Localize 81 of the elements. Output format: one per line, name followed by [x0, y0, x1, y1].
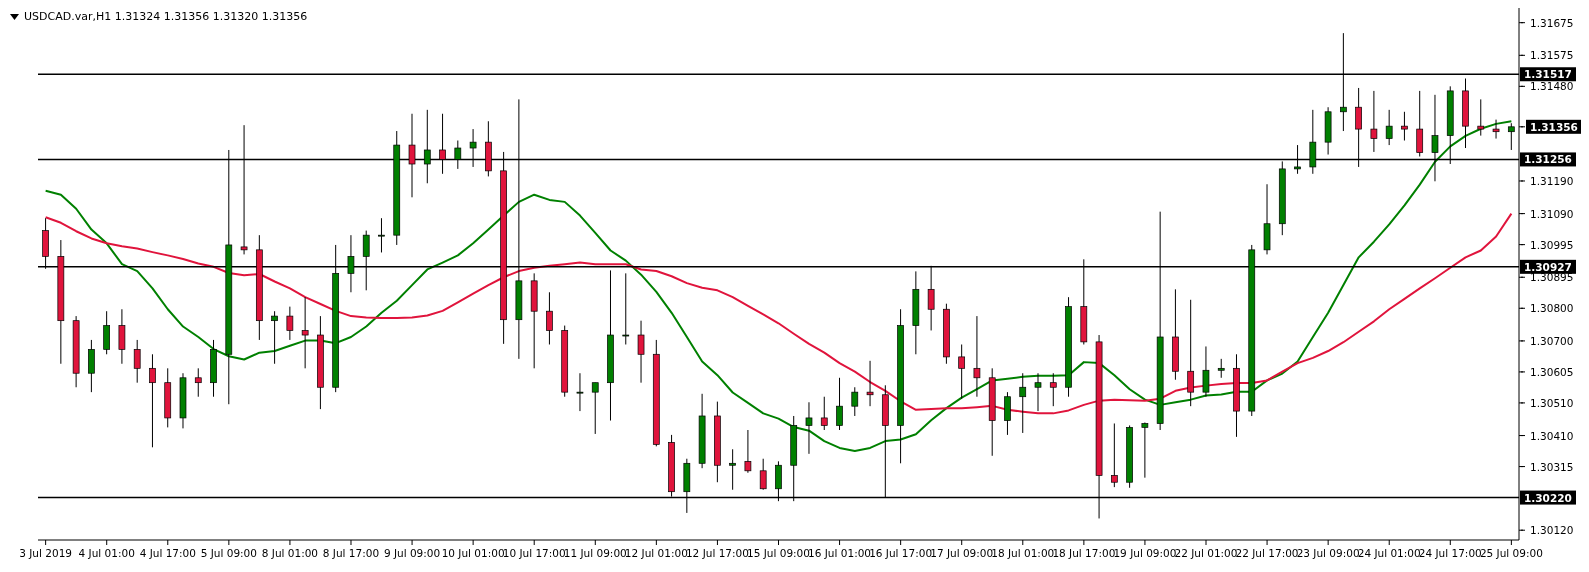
- candlestick: [1507, 122, 1515, 151]
- x-tick-label: 22 Jul 17:00: [1235, 547, 1299, 559]
- candlestick: [1217, 358, 1225, 379]
- x-tick-label: 22 Jul 01:00: [1174, 547, 1238, 559]
- x-tick-label: 24 Jul 17:00: [1418, 547, 1482, 559]
- y-tick-label: 1.31575: [1530, 49, 1574, 62]
- candlestick: [271, 310, 278, 365]
- candlestick: [1034, 372, 1042, 412]
- candlestick: [194, 367, 202, 398]
- candlestick: [1049, 372, 1057, 407]
- ref-line-label: 1.30220: [1524, 491, 1572, 504]
- candlestick: [286, 306, 294, 341]
- y-tick-label: 1.30410: [1530, 429, 1574, 442]
- candlestick: [591, 382, 599, 435]
- candlestick: [1202, 345, 1210, 398]
- x-tick-label: 4 Jul 01:00: [78, 547, 135, 559]
- x-tick-label: 18 Jul 01:00: [991, 547, 1055, 559]
- x-tick-label: 8 Jul 17:00: [322, 547, 380, 559]
- y-tick-label: 1.31356: [1530, 120, 1578, 133]
- candlestick: [133, 339, 141, 384]
- y-tick-label: 1.30605: [1530, 365, 1574, 378]
- y-tick-label: 1.31480: [1530, 80, 1574, 93]
- candlestick: [973, 315, 981, 398]
- candlestick: [1385, 109, 1393, 146]
- candlestick: [576, 372, 584, 412]
- x-tick-label: 16 Jul 17:00: [869, 547, 933, 559]
- ref-line-label: 1.31517: [1524, 68, 1572, 81]
- candlestick: [1004, 391, 1011, 436]
- x-tick-label: 17 Jul 09:00: [930, 547, 994, 559]
- x-tick-label: 8 Jul 01:00: [261, 547, 319, 559]
- candlestick: [1141, 422, 1149, 479]
- x-tick-label: 15 Jul 09:00: [747, 547, 810, 559]
- x-tick-label: 19 Jul 09:00: [1113, 547, 1177, 559]
- candlestick: [88, 339, 95, 393]
- candlestick: [1492, 119, 1500, 140]
- candlestick: [378, 217, 385, 253]
- candlestick: [1401, 111, 1408, 142]
- y-tick-label: 1.30510: [1530, 396, 1574, 409]
- candlestick: [836, 377, 843, 431]
- candlestick: [637, 320, 645, 384]
- y-tick-label: 1.30800: [1530, 302, 1574, 315]
- candlestick: [1477, 98, 1485, 137]
- x-tick-label: 24 Jul 01:00: [1357, 547, 1421, 559]
- x-tick-label: 9 Jul 09:00: [383, 547, 441, 559]
- x-tick-label: 3 Jul 2019: [19, 547, 73, 559]
- x-tick-label: 5 Jul 09:00: [200, 547, 257, 559]
- candlestick: [820, 396, 828, 431]
- y-tick-label: 1.31190: [1530, 174, 1574, 187]
- y-tick-label: 1.30120: [1530, 524, 1574, 537]
- ref-line-label: 1.31256: [1524, 153, 1572, 166]
- candlestick: [622, 272, 630, 345]
- candlestick: [546, 291, 553, 345]
- candlestick: [851, 386, 859, 417]
- candlestick: [1187, 299, 1195, 407]
- chart-title: USDCAD.var,H1 1.31324 1.31356 1.31320 1.31356: [24, 10, 308, 23]
- candlestick: [958, 344, 966, 400]
- candlestick: [118, 308, 126, 365]
- candlestick: [759, 458, 767, 491]
- y-tick-label: 1.30995: [1530, 238, 1574, 251]
- y-tick-label: 1.30700: [1530, 334, 1574, 347]
- candlestick: [301, 296, 309, 369]
- x-tick-label: 23 Jul 09:00: [1296, 547, 1360, 559]
- ref-line-label: 1.30927: [1524, 260, 1572, 273]
- x-tick-label: 4 Jul 17:00: [139, 547, 196, 559]
- candlestick: [729, 448, 736, 491]
- candlestick: [744, 429, 752, 474]
- candlestick: [103, 310, 110, 355]
- x-tick-label: 25 Jul 09:00: [1479, 547, 1543, 559]
- x-tick-label: 18 Jul 17:00: [1052, 547, 1116, 559]
- y-tick-label: 1.30315: [1530, 460, 1574, 473]
- candlestick: [1110, 422, 1118, 488]
- candlestick: [1370, 90, 1378, 153]
- candlestick: [1019, 372, 1027, 434]
- candlestick: [149, 353, 156, 448]
- candlestick: [866, 360, 874, 407]
- x-tick-label: 16 Jul 01:00: [808, 547, 872, 559]
- candlestick: [1416, 90, 1424, 157]
- y-tick-label: 1.30895: [1530, 271, 1574, 284]
- y-tick-label: 1.31675: [1530, 16, 1574, 29]
- x-tick-label: 10 Jul 01:00: [441, 547, 505, 559]
- y-tick-label: 1.31090: [1530, 207, 1574, 220]
